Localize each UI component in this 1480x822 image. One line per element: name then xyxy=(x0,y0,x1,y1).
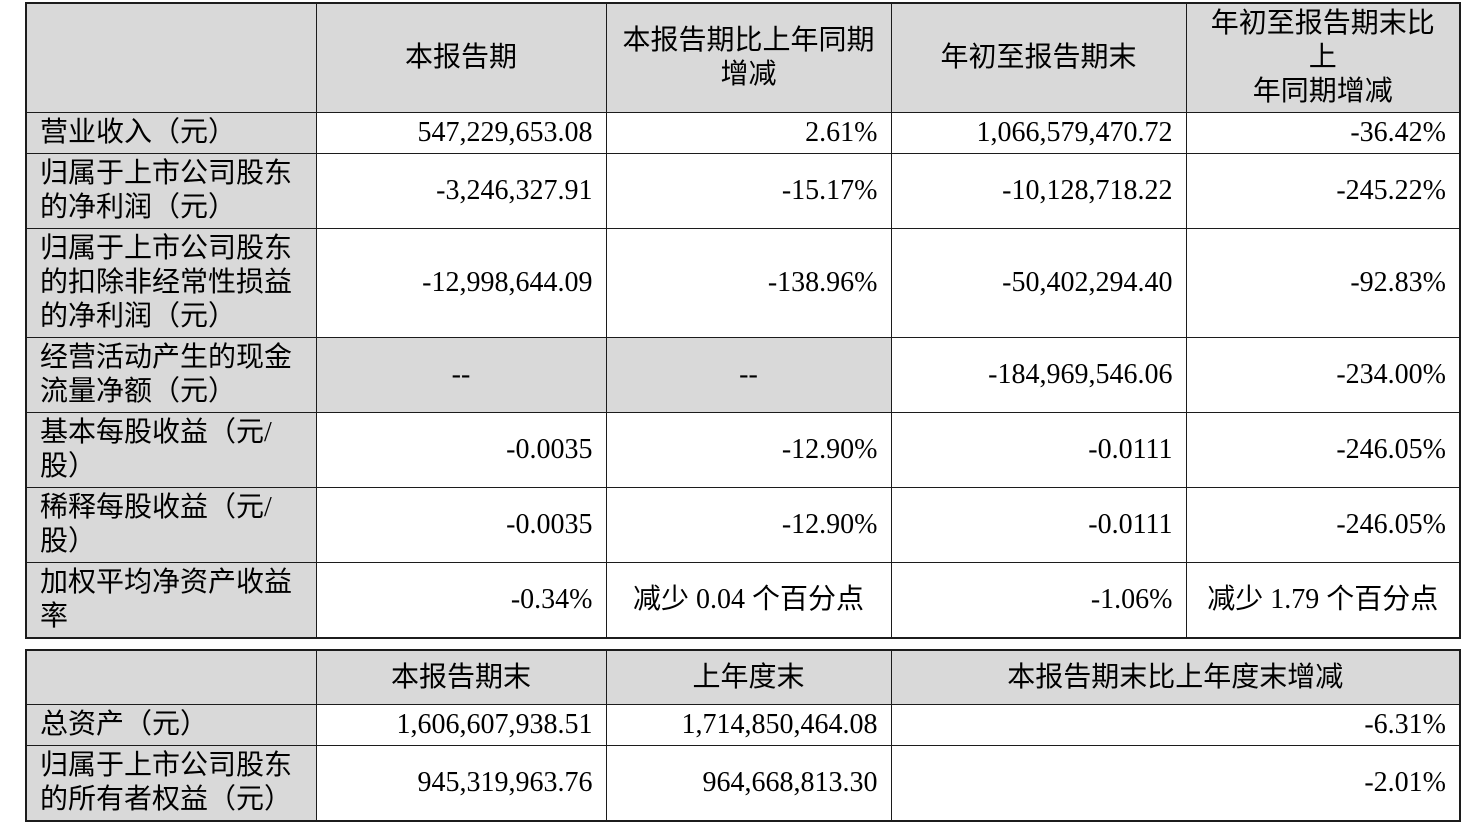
value-cell: 945,319,963.76 xyxy=(315,745,607,822)
value-cell: -245.22% xyxy=(1185,153,1461,229)
table-row-diluted-eps: 稀释每股收益（元/ 股） -0.0035 -12.90% -0.0111 -24… xyxy=(25,487,1461,563)
value-cell: -0.0035 xyxy=(315,412,607,488)
value-cell: -50,402,294.40 xyxy=(890,228,1187,338)
value-cell: 964,668,813.30 xyxy=(605,745,892,822)
column-header-end-of-period: 本报告期末 xyxy=(315,649,607,705)
value-cell: -92.83% xyxy=(1185,228,1461,338)
value-cell: -0.0111 xyxy=(890,487,1187,563)
table-row-operating-cash-flow: 经营活动产生的现金 流量净额（元） -- -- -184,969,546.06 … xyxy=(25,337,1461,413)
column-header-blank xyxy=(25,649,317,705)
value-cell: -184,969,546.06 xyxy=(890,337,1187,413)
row-label: 基本每股收益（元/ 股） xyxy=(25,412,317,488)
value-cell: -- xyxy=(315,337,607,413)
header-row: 本报告期末 上年度末 本报告期末比上年度末增减 xyxy=(25,649,1461,705)
value-cell: 1,066,579,470.72 xyxy=(890,112,1187,154)
value-cell: -2.01% xyxy=(890,745,1461,822)
table-row-basic-eps: 基本每股收益（元/ 股） -0.0035 -12.90% -0.0111 -24… xyxy=(25,412,1461,488)
table-row-operating-revenue: 营业收入（元） 547,229,653.08 2.61% 1,066,579,4… xyxy=(25,112,1461,154)
row-label: 稀释每股收益（元/ 股） xyxy=(25,487,317,563)
column-header-ytd-yoy-change: 年初至报告期末比上 年同期增减 xyxy=(1185,2,1461,113)
column-header-change-vs-last-year-end: 本报告期末比上年度末增减 xyxy=(890,649,1461,705)
value-cell: -0.0111 xyxy=(890,412,1187,488)
value-cell: 2.61% xyxy=(605,112,892,154)
value-cell: -10,128,718.22 xyxy=(890,153,1187,229)
value-cell: -- xyxy=(605,337,892,413)
column-header-current-period: 本报告期 xyxy=(315,2,607,113)
row-label: 总资产（元） xyxy=(25,704,317,746)
table-row-net-profit: 归属于上市公司股东 的净利润（元） -3,246,327.91 -15.17% … xyxy=(25,153,1461,229)
key-financials-table: 本报告期 本报告期比上年同期 增减 年初至报告期末 年初至报告期末比上 年同期增… xyxy=(25,2,1461,639)
value-cell: 547,229,653.08 xyxy=(315,112,607,154)
value-cell: -138.96% xyxy=(605,228,892,338)
value-cell: 1,606,607,938.51 xyxy=(315,704,607,746)
header-row: 本报告期 本报告期比上年同期 增减 年初至报告期末 年初至报告期末比上 年同期增… xyxy=(25,2,1461,113)
value-cell: -0.0035 xyxy=(315,487,607,563)
value-cell: -246.05% xyxy=(1185,412,1461,488)
value-cell: -15.17% xyxy=(605,153,892,229)
value-cell: -12.90% xyxy=(605,487,892,563)
value-cell: -1.06% xyxy=(890,562,1187,639)
value-cell: -12,998,644.09 xyxy=(315,228,607,338)
column-header-end-of-last-year: 上年度末 xyxy=(605,649,892,705)
row-label: 加权平均净资产收益 率 xyxy=(25,562,317,639)
column-header-ytd: 年初至报告期末 xyxy=(890,2,1187,113)
value-cell: -36.42% xyxy=(1185,112,1461,154)
balance-sheet-summary-table: 本报告期末 上年度末 本报告期末比上年度末增减 总资产（元） 1,606,607… xyxy=(25,649,1461,822)
row-label: 归属于上市公司股东 的所有者权益（元） xyxy=(25,745,317,822)
column-header-blank xyxy=(25,2,317,113)
row-label: 经营活动产生的现金 流量净额（元） xyxy=(25,337,317,413)
value-cell: -3,246,327.91 xyxy=(315,153,607,229)
value-cell: 减少 1.79 个百分点 xyxy=(1185,562,1461,639)
row-label: 归属于上市公司股东 的净利润（元） xyxy=(25,153,317,229)
value-cell: -12.90% xyxy=(605,412,892,488)
table-row-net-profit-excl-nonrecurring: 归属于上市公司股东 的扣除非经常性损益 的净利润（元） -12,998,644.… xyxy=(25,228,1461,338)
value-cell: 减少 0.04 个百分点 xyxy=(605,562,892,639)
value-cell: 1,714,850,464.08 xyxy=(605,704,892,746)
value-cell: -6.31% xyxy=(890,704,1461,746)
column-header-yoy-change: 本报告期比上年同期 增减 xyxy=(605,2,892,113)
value-cell: -234.00% xyxy=(1185,337,1461,413)
table-row-equity-attributable-to-shareholders: 归属于上市公司股东 的所有者权益（元） 945,319,963.76 964,6… xyxy=(25,745,1461,822)
row-label: 营业收入（元） xyxy=(25,112,317,154)
table-row-weighted-avg-roe: 加权平均净资产收益 率 -0.34% 减少 0.04 个百分点 -1.06% 减… xyxy=(25,562,1461,639)
row-label: 归属于上市公司股东 的扣除非经常性损益 的净利润（元） xyxy=(25,228,317,338)
value-cell: -0.34% xyxy=(315,562,607,639)
value-cell: -246.05% xyxy=(1185,487,1461,563)
table-row-total-assets: 总资产（元） 1,606,607,938.51 1,714,850,464.08… xyxy=(25,704,1461,746)
